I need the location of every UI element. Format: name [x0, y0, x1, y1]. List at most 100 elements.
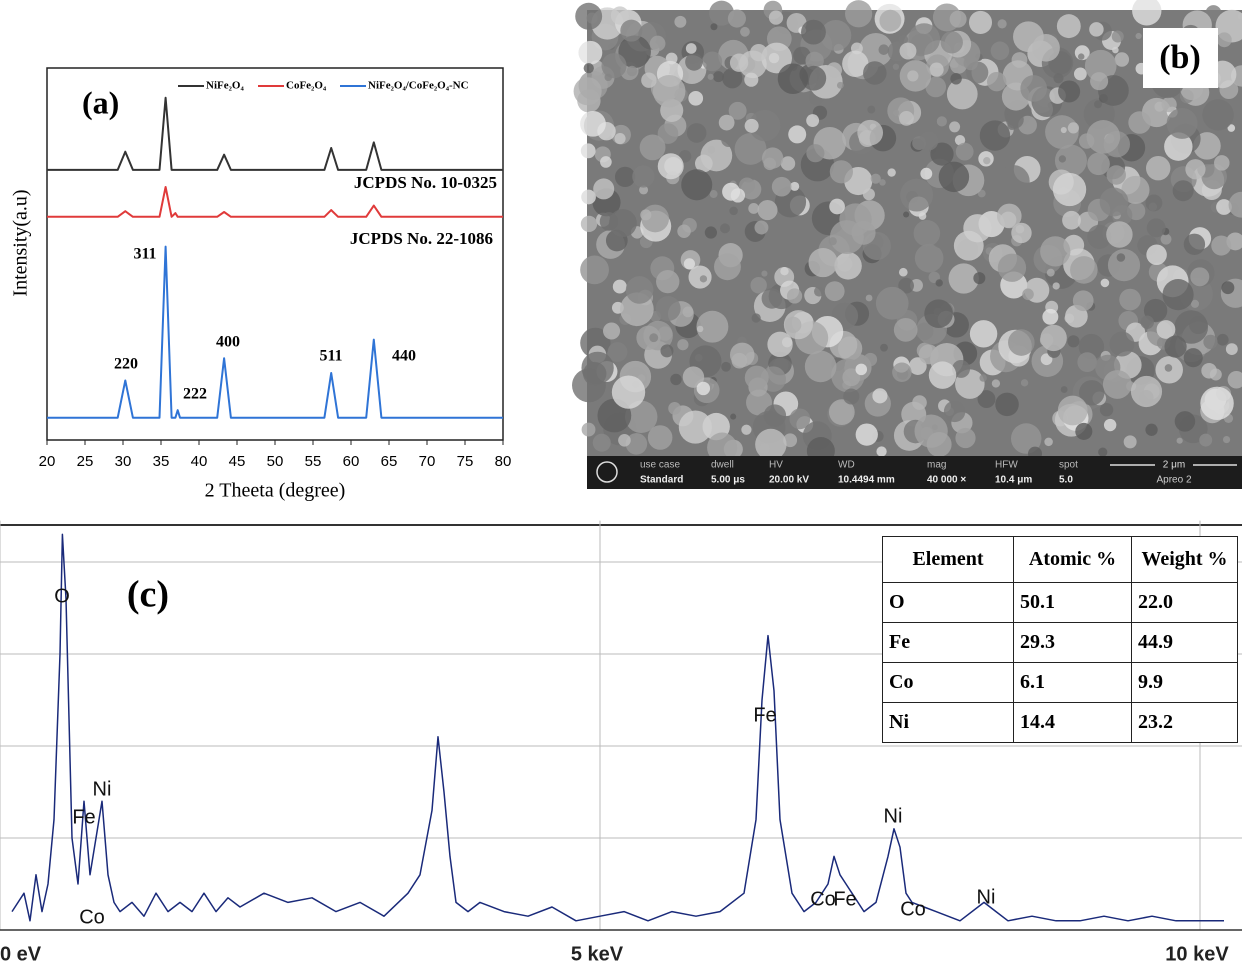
sem-info-bar — [587, 456, 1242, 489]
sem-particle — [927, 432, 952, 457]
sem-particle — [1145, 424, 1157, 436]
sem-particle — [826, 62, 842, 78]
sem-particle — [769, 11, 783, 25]
sem-particle — [887, 168, 895, 176]
x-tick-label: 60 — [343, 453, 360, 470]
sem-particle — [806, 144, 824, 162]
sem-particle — [653, 75, 686, 108]
sem-particle — [1057, 14, 1081, 38]
sem-particle — [995, 393, 1019, 417]
table-cell: O — [883, 583, 1014, 623]
x-tick-label: 20 — [39, 453, 56, 470]
sem-particle — [834, 252, 861, 279]
sem-particle — [658, 153, 684, 179]
x-tick-label: 40 — [191, 453, 208, 470]
sem-particle — [801, 20, 826, 45]
sem-particle — [649, 333, 658, 342]
sem-particle — [656, 270, 679, 293]
table-cell: 29.3 — [1014, 623, 1132, 663]
sem-particle — [954, 231, 984, 261]
sem-particle — [752, 313, 761, 322]
sem-particle — [627, 66, 638, 77]
sem-particle — [702, 52, 722, 72]
sem-particle — [720, 223, 730, 233]
sem-particle — [950, 11, 967, 28]
element-label: Ni — [977, 886, 996, 908]
sem-info-value: 40 000 × — [927, 475, 966, 486]
x-tick-label: 50 — [267, 453, 284, 470]
sem-particle — [806, 114, 819, 127]
sem-particle — [1145, 194, 1162, 211]
x-tick-label: 25 — [77, 453, 94, 470]
sem-particle — [1203, 335, 1217, 349]
sem-particle — [843, 388, 859, 404]
sem-particle — [1101, 279, 1110, 288]
sem-particle — [1161, 97, 1176, 112]
sem-particle — [894, 318, 918, 342]
sem-particle — [1163, 279, 1194, 310]
sem-particle — [731, 188, 745, 202]
sem-particle — [1184, 234, 1205, 255]
sem-particle — [879, 10, 901, 32]
sem-particle — [920, 168, 932, 180]
sem-particle — [1094, 100, 1102, 108]
sem-particle — [674, 16, 686, 28]
sem-particle — [754, 221, 768, 235]
sem-particle — [947, 79, 978, 110]
sem-particle — [893, 64, 899, 70]
sem-particle — [941, 31, 963, 53]
sem-particle — [1214, 155, 1230, 171]
sem-particle — [1058, 80, 1080, 102]
table-cell: 6.1 — [1014, 663, 1132, 703]
element-label: Co — [900, 898, 926, 920]
sem-particle — [1146, 245, 1166, 265]
sem-particle — [1146, 156, 1170, 180]
sem-particle — [679, 410, 712, 443]
sem-particle — [829, 237, 837, 245]
table-cell: 50.1 — [1014, 583, 1132, 623]
sem-particle — [730, 414, 736, 420]
table-row: Fe29.344.9 — [883, 623, 1238, 663]
sem-particle — [1165, 364, 1173, 372]
sem-particle — [1062, 211, 1081, 230]
element-label: Fe — [72, 806, 95, 828]
sem-particle — [1022, 289, 1034, 301]
sem-particle — [677, 224, 691, 238]
sem-particle — [1073, 290, 1094, 311]
header-cell: Weight % — [1132, 537, 1238, 583]
element-label: Co — [810, 888, 836, 910]
sem-particle — [808, 248, 837, 277]
sem-particle — [831, 359, 865, 393]
sem-particle — [1067, 335, 1079, 347]
annotation: 511 — [319, 348, 342, 365]
sem-particle — [1074, 68, 1087, 81]
sem-particle — [1064, 313, 1074, 323]
sem-particle — [790, 182, 799, 191]
sem-particle — [728, 9, 746, 27]
sem-particle — [857, 120, 883, 146]
sem-particle — [1032, 34, 1060, 62]
sem-particle — [955, 428, 975, 448]
sem-particle — [732, 353, 748, 369]
annotation: 400 — [216, 334, 240, 351]
sem-particle — [1075, 423, 1092, 440]
sem-particle — [762, 288, 783, 309]
sem-particle — [650, 36, 666, 52]
sem-particle — [618, 434, 631, 447]
sem-info-value: 5.00 μs — [711, 475, 745, 486]
sem-particle — [1139, 390, 1154, 405]
sem-particle — [1100, 403, 1113, 416]
sem-particle — [879, 179, 886, 186]
sem-particle — [944, 401, 965, 422]
annotation: 311 — [133, 246, 156, 263]
annotation: JCPDS No. 10-0325 — [354, 173, 497, 192]
sem-particle — [640, 209, 651, 220]
sem-particle — [845, 0, 872, 27]
sem-particle — [578, 41, 602, 65]
sem-particle — [998, 254, 1026, 282]
x-tick-label: 70 — [419, 453, 436, 470]
sem-particle — [745, 119, 759, 133]
sem-particle — [580, 111, 606, 137]
sem-particle — [1173, 180, 1194, 201]
sem-particle — [1200, 387, 1233, 420]
